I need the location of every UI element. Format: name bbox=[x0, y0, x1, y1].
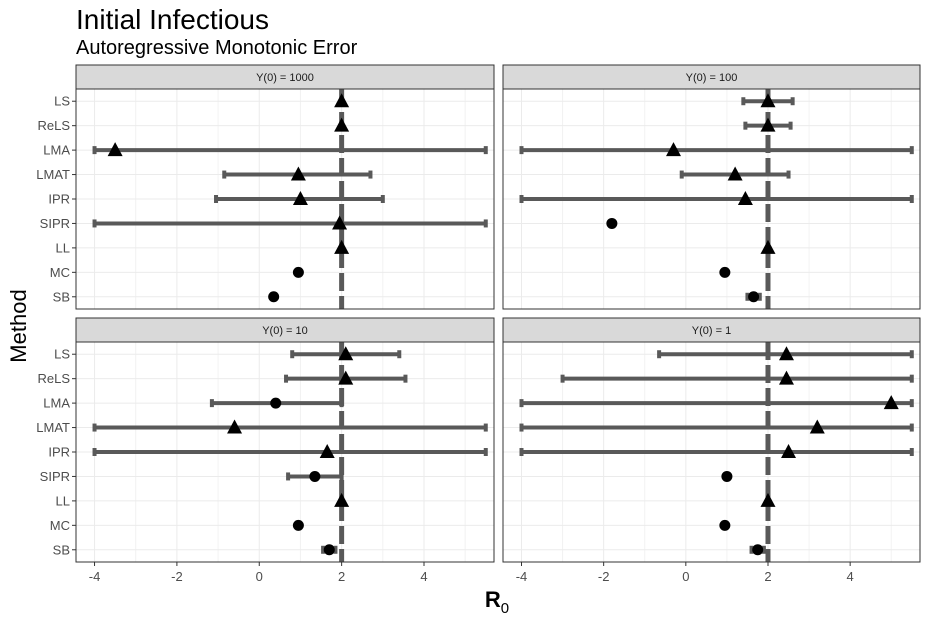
x-tick-label: -4 bbox=[516, 569, 528, 584]
chart-subtitle: Autoregressive Monotonic Error bbox=[76, 37, 358, 59]
estimate-circle bbox=[752, 544, 764, 556]
estimate-circle bbox=[270, 397, 282, 409]
estimate-triangle bbox=[334, 492, 350, 507]
estimate-circle bbox=[719, 266, 731, 278]
y-tick-label: LL bbox=[56, 240, 70, 255]
estimate-triangle bbox=[338, 346, 354, 361]
y-tick-label: ReLS bbox=[37, 371, 70, 386]
y-tick-label: LMA bbox=[43, 143, 70, 158]
estimate-triangle bbox=[338, 370, 354, 385]
estimate-triangle bbox=[107, 142, 123, 157]
facet-panel: Y(0) = 1 -4 -2 0 2 4 bbox=[502, 317, 921, 584]
y-tick-label: LS bbox=[54, 347, 70, 362]
estimate-circle bbox=[721, 470, 733, 482]
x-tick-label: 2 bbox=[338, 569, 345, 584]
y-tick-label: LMAT bbox=[36, 167, 70, 182]
x-axis-title-subscript: 0 bbox=[501, 600, 509, 617]
y-axis-title: Method bbox=[6, 289, 31, 362]
estimate-triangle bbox=[727, 166, 743, 181]
facet-strip bbox=[75, 64, 495, 90]
x-tick-label: 4 bbox=[420, 569, 427, 584]
facet-panel: Y(0) = 10 LS ReLS LMA LMAT IPR SIPR LL MC SB -4 -2 0… bbox=[36, 317, 495, 584]
chart-title: Initial Infectious bbox=[76, 4, 269, 35]
estimate-triangle bbox=[809, 419, 825, 434]
estimate-triangle bbox=[883, 395, 899, 410]
y-tick-label: LS bbox=[54, 94, 70, 109]
y-tick-label: SIPR bbox=[40, 216, 70, 231]
y-tick-label: MC bbox=[50, 518, 70, 533]
y-tick-label: ReLS bbox=[37, 118, 70, 133]
estimate-triangle bbox=[334, 93, 350, 108]
estimate-triangle bbox=[227, 419, 243, 434]
estimate-triangle bbox=[760, 239, 776, 254]
estimate-circle bbox=[719, 519, 731, 531]
facet-label: Y(0) = 1 bbox=[692, 325, 731, 337]
estimate-circle bbox=[268, 291, 280, 303]
facet-strip bbox=[75, 317, 495, 343]
estimate-triangle bbox=[334, 239, 350, 254]
estimate-triangle bbox=[760, 117, 776, 132]
estimate-triangle bbox=[781, 444, 797, 458]
estimate-triangle bbox=[290, 166, 306, 181]
facet-label: Y(0) = 100 bbox=[686, 72, 738, 84]
facet-label: Y(0) = 1000 bbox=[256, 72, 314, 84]
x-tick-label: 4 bbox=[847, 569, 854, 584]
y-tick-label: LMAT bbox=[36, 420, 70, 435]
y-tick-label: SB bbox=[53, 289, 70, 304]
facet-strip bbox=[502, 64, 921, 90]
estimate-circle bbox=[292, 519, 304, 531]
x-tick-label: 2 bbox=[764, 569, 771, 584]
y-tick-label: IPR bbox=[48, 445, 70, 460]
x-tick-label: -2 bbox=[598, 569, 610, 584]
estimate-triangle bbox=[292, 191, 308, 205]
facet-label: Y(0) = 10 bbox=[262, 325, 308, 337]
y-tick-label: LL bbox=[56, 493, 70, 508]
estimate-circle bbox=[748, 291, 760, 303]
y-tick-label: MC bbox=[50, 265, 70, 280]
y-tick-label: SB bbox=[53, 542, 70, 557]
facet-panel: Y(0) = 100 bbox=[502, 64, 921, 310]
x-axis-title: R0 bbox=[485, 587, 509, 617]
x-axis-title-main: R bbox=[485, 587, 501, 612]
estimate-triangle bbox=[778, 370, 794, 385]
estimate-triangle bbox=[332, 215, 348, 230]
y-tick-label: LMA bbox=[43, 396, 70, 411]
estimate-circle bbox=[606, 217, 618, 229]
estimate-triangle bbox=[334, 117, 350, 132]
estimate-circle bbox=[309, 470, 321, 482]
estimate-triangle bbox=[737, 191, 753, 205]
estimate-triangle bbox=[319, 444, 335, 458]
y-tick-label: IPR bbox=[48, 192, 70, 207]
panel-border bbox=[502, 88, 921, 310]
panel-border bbox=[502, 341, 921, 563]
estimate-triangle bbox=[778, 346, 794, 361]
estimate-triangle bbox=[760, 93, 776, 108]
estimate-triangle bbox=[760, 492, 776, 507]
x-tick-label: -4 bbox=[89, 569, 101, 584]
estimate-circle bbox=[323, 544, 335, 556]
x-tick-label: 0 bbox=[682, 569, 689, 584]
y-tick-label: SIPR bbox=[40, 469, 70, 484]
estimate-circle bbox=[292, 266, 304, 278]
facet-panel: Y(0) = 1000 LS ReLS LMA LMAT IPR SIPR LL MC SB bbox=[36, 64, 495, 310]
x-tick-label: -2 bbox=[171, 569, 183, 584]
estimate-triangle bbox=[665, 142, 681, 157]
x-tick-label: 0 bbox=[256, 569, 263, 584]
